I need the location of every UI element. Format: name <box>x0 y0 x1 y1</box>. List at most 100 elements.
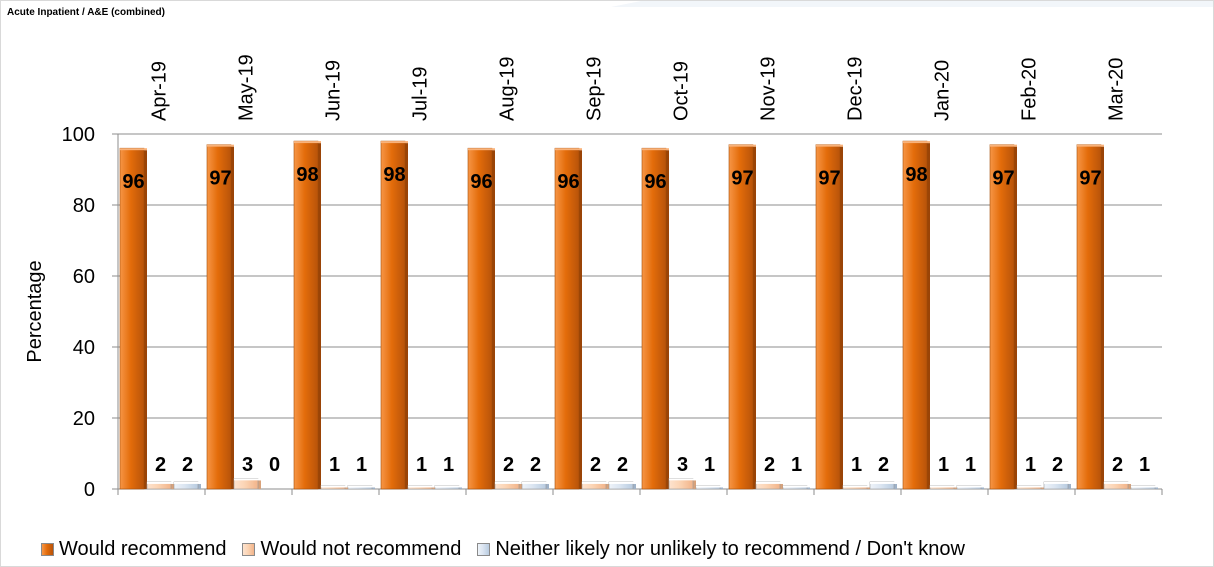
bar-neither-likely-nor-unlikely-to-recommend-don-t-know-oct-19 <box>695 485 723 490</box>
data-label-neither-likely-nor-unlikely-to-recommend-don-t-know-may-19: 0 <box>269 454 280 476</box>
bar-would-recommend-nov-19 <box>728 144 756 490</box>
y-tick-label-40: 40 <box>73 337 95 359</box>
data-label-neither-likely-nor-unlikely-to-recommend-don-t-know-sep-19: 2 <box>617 454 628 476</box>
bar-neither-likely-nor-unlikely-to-recommend-don-t-know-sep-19 <box>608 481 636 490</box>
x-category-label-aug-19: Aug-19 <box>497 57 519 122</box>
bar-neither-likely-nor-unlikely-to-recommend-don-t-know-mar-20 <box>1130 485 1158 490</box>
legend-label-neither: Neither likely nor unlikely to recommend… <box>495 538 965 560</box>
data-label-would-not-recommend-jun-19: 1 <box>329 454 340 476</box>
bar-would-not-recommend-jan-20 <box>929 485 957 490</box>
data-label-would-not-recommend-nov-19: 2 <box>764 454 775 476</box>
legend-swatch-neither <box>477 543 491 556</box>
bar-would-not-recommend-aug-19 <box>494 481 522 490</box>
bar-would-recommend-apr-19 <box>119 147 147 490</box>
data-label-would-recommend-oct-19: 96 <box>644 171 666 193</box>
bar-would-not-recommend-oct-19 <box>668 478 696 490</box>
data-label-would-not-recommend-sep-19: 2 <box>590 454 601 476</box>
x-category-label-jun-19: Jun-19 <box>323 60 345 121</box>
bar-would-recommend-feb-20 <box>989 144 1017 490</box>
data-label-would-recommend-nov-19: 97 <box>731 168 753 190</box>
bar-neither-likely-nor-unlikely-to-recommend-don-t-know-jan-20 <box>956 485 984 490</box>
legend-item-neither: Neither likely nor unlikely to recommend… <box>477 538 965 561</box>
bar-would-recommend-sep-19 <box>554 147 582 490</box>
bar-neither-likely-nor-unlikely-to-recommend-don-t-know-nov-19 <box>782 485 810 490</box>
legend-label-would-recommend: Would recommend <box>59 538 227 560</box>
data-label-neither-likely-nor-unlikely-to-recommend-don-t-know-nov-19: 1 <box>791 454 802 476</box>
x-category-label-nov-19: Nov-19 <box>758 57 780 121</box>
data-label-would-recommend-sep-19: 96 <box>557 171 579 193</box>
x-category-label-dec-19: Dec-19 <box>845 57 867 121</box>
legend-swatch-would-not-recommend <box>242 543 256 556</box>
data-label-neither-likely-nor-unlikely-to-recommend-don-t-know-apr-19: 2 <box>182 454 193 476</box>
bar-would-recommend-jun-19 <box>293 140 321 490</box>
data-label-would-not-recommend-mar-20: 2 <box>1112 454 1123 476</box>
bar-would-recommend-jul-19 <box>380 140 408 490</box>
x-category-label-apr-19: Apr-19 <box>149 61 171 121</box>
y-tick-label-100: 100 <box>62 124 95 146</box>
y-tick-label-80: 80 <box>73 195 95 217</box>
y-tick-label-60: 60 <box>73 266 95 288</box>
bar-would-not-recommend-mar-20 <box>1103 481 1131 490</box>
data-label-neither-likely-nor-unlikely-to-recommend-don-t-know-jul-19: 1 <box>443 454 454 476</box>
data-label-would-not-recommend-may-19: 3 <box>242 454 253 476</box>
data-label-would-not-recommend-jan-20: 1 <box>938 454 949 476</box>
x-category-label-feb-20: Feb-20 <box>1019 58 1041 121</box>
data-label-would-recommend-feb-20: 97 <box>992 168 1014 190</box>
legend-item-would-recommend: Would recommend <box>41 538 226 561</box>
bar-would-not-recommend-sep-19 <box>581 481 609 490</box>
bar-would-not-recommend-jun-19 <box>320 485 348 490</box>
data-label-would-not-recommend-aug-19: 2 <box>503 454 514 476</box>
data-label-neither-likely-nor-unlikely-to-recommend-don-t-know-mar-20: 1 <box>1139 454 1150 476</box>
data-label-would-not-recommend-feb-20: 1 <box>1025 454 1036 476</box>
data-label-would-not-recommend-apr-19: 2 <box>155 454 166 476</box>
data-label-neither-likely-nor-unlikely-to-recommend-don-t-know-jan-20: 1 <box>965 454 976 476</box>
bar-would-not-recommend-jul-19 <box>407 485 435 490</box>
data-label-would-recommend-mar-20: 97 <box>1079 168 1101 190</box>
bar-would-not-recommend-nov-19 <box>755 481 783 490</box>
bar-would-not-recommend-may-19 <box>233 478 261 490</box>
y-axis-title: Percentage <box>24 260 46 362</box>
bar-would-recommend-jan-20 <box>902 140 930 490</box>
x-category-label-jan-20: Jan-20 <box>932 60 954 121</box>
data-label-would-recommend-jun-19: 98 <box>296 164 318 186</box>
x-category-label-may-19: May-19 <box>236 54 258 121</box>
y-tick-label-0: 0 <box>84 479 95 501</box>
data-label-neither-likely-nor-unlikely-to-recommend-don-t-know-feb-20: 2 <box>1052 454 1063 476</box>
legend-swatch-would-recommend <box>41 543 54 556</box>
bar-neither-likely-nor-unlikely-to-recommend-don-t-know-apr-19 <box>173 481 201 490</box>
y-tick-label-20: 20 <box>73 408 95 430</box>
data-label-would-recommend-dec-19: 97 <box>818 168 840 190</box>
legend-item-would-not-recommend: Would not recommend <box>242 538 461 561</box>
data-label-neither-likely-nor-unlikely-to-recommend-don-t-know-aug-19: 2 <box>530 454 541 476</box>
bar-neither-likely-nor-unlikely-to-recommend-don-t-know-dec-19 <box>869 481 897 490</box>
x-category-label-oct-19: Oct-19 <box>671 61 693 121</box>
x-category-label-sep-19: Sep-19 <box>584 57 606 122</box>
bar-would-not-recommend-feb-20 <box>1016 485 1044 490</box>
bar-would-not-recommend-dec-19 <box>842 485 870 490</box>
legend-label-would-not-recommend: Would not recommend <box>260 538 462 560</box>
bar-neither-likely-nor-unlikely-to-recommend-don-t-know-feb-20 <box>1043 481 1071 490</box>
x-category-label-jul-19: Jul-19 <box>410 67 432 121</box>
data-label-would-recommend-jan-20: 98 <box>905 164 927 186</box>
x-category-label-mar-20: Mar-20 <box>1106 58 1128 121</box>
bar-neither-likely-nor-unlikely-to-recommend-don-t-know-jul-19 <box>434 485 462 490</box>
bar-would-recommend-may-19 <box>206 144 234 490</box>
chart-title: Acute Inpatient / A&E (combined) <box>7 7 165 18</box>
data-label-would-not-recommend-jul-19: 1 <box>416 454 427 476</box>
data-label-would-not-recommend-oct-19: 3 <box>677 454 688 476</box>
bar-would-recommend-aug-19 <box>467 147 495 490</box>
data-label-would-not-recommend-dec-19: 1 <box>851 454 862 476</box>
bar-neither-likely-nor-unlikely-to-recommend-don-t-know-aug-19 <box>521 481 549 490</box>
decorative-stripe <box>611 1 1213 7</box>
data-label-would-recommend-aug-19: 96 <box>470 171 492 193</box>
bar-would-recommend-mar-20 <box>1076 144 1104 490</box>
legend: Would recommend Would not recommend Neit… <box>41 538 965 561</box>
data-label-neither-likely-nor-unlikely-to-recommend-don-t-know-oct-19: 1 <box>704 454 715 476</box>
bar-would-recommend-oct-19 <box>641 147 669 490</box>
data-label-neither-likely-nor-unlikely-to-recommend-don-t-know-dec-19: 2 <box>878 454 889 476</box>
data-label-would-recommend-may-19: 97 <box>209 168 231 190</box>
bar-would-not-recommend-apr-19 <box>146 481 174 490</box>
data-label-neither-likely-nor-unlikely-to-recommend-don-t-know-jun-19: 1 <box>356 454 367 476</box>
